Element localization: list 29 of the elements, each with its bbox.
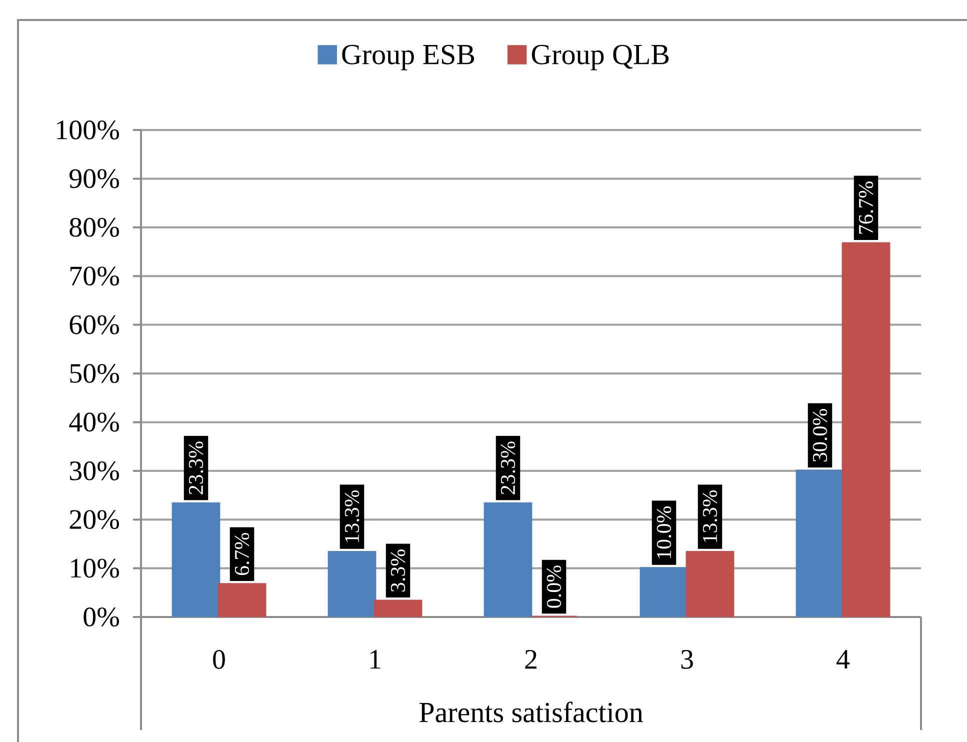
x-tick-label: 3 <box>681 650 693 669</box>
data-label: 6.7% <box>234 532 250 576</box>
legend-label: Group QLB <box>532 44 669 70</box>
y-tick-label: 30% <box>70 461 119 480</box>
x-tick-label: 4 <box>836 650 850 668</box>
y-tick-label: 50% <box>70 364 119 383</box>
x-tick-label: 1 <box>370 650 380 669</box>
data-label: 13.3% <box>344 490 360 542</box>
data-label: 0.0% <box>546 566 562 608</box>
data-label: 13.3% <box>702 490 718 542</box>
y-tick-label: 70% <box>70 266 119 286</box>
y-tick-label: 80% <box>70 218 119 237</box>
data-label: 76.7% <box>858 182 874 234</box>
y-tick-label: 20% <box>70 510 119 530</box>
y-tick-label: 40% <box>69 412 119 432</box>
data-label: 3.3% <box>390 550 406 592</box>
data-label: 23.3% <box>188 442 204 494</box>
y-tick-label: 10% <box>71 558 119 578</box>
legend-label: Group ESB <box>342 44 474 70</box>
data-label: 10.0% <box>656 506 672 558</box>
data-label: 30.0% <box>812 408 828 462</box>
x-axis-title: Parents satisfaction <box>420 702 643 722</box>
y-tick-label: 0% <box>84 607 119 626</box>
y-tick-label: 60% <box>70 315 119 334</box>
y-tick-label: 100% <box>57 120 119 140</box>
x-tick-label: 0 <box>213 650 225 669</box>
x-tick-label: 2 <box>525 650 536 669</box>
data-label: 23.3% <box>500 442 516 494</box>
y-tick-label: 90% <box>70 169 119 188</box>
